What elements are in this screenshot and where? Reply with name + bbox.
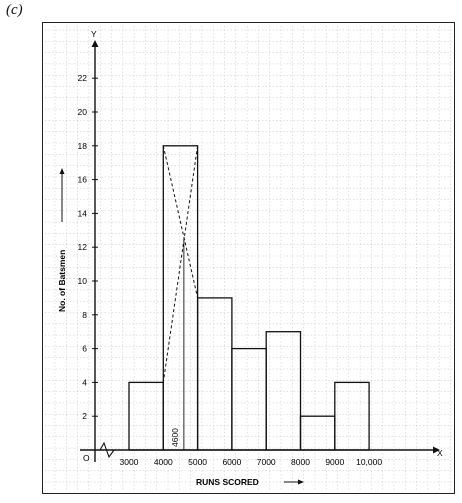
- y-tick-label: 16: [78, 175, 88, 185]
- mode-diagonal-right: [162, 145, 199, 383]
- y-tick-label: 2: [82, 411, 87, 421]
- x-tick-label: 9000: [325, 457, 344, 467]
- x-axis-arrowhead: [433, 446, 440, 454]
- chart-frame: [42, 22, 455, 494]
- mode-diagonal-left: [162, 145, 199, 299]
- y-axis-title-arrowhead: [59, 168, 65, 174]
- x-axis-title-group: RUNS SCORED: [196, 477, 304, 487]
- grid-lines: [45, 26, 452, 490]
- mode-value-label: 4600: [170, 428, 180, 447]
- y-tick-label: 18: [78, 141, 88, 151]
- y-tick-label: 8: [82, 310, 87, 320]
- y-tick-label: 4: [82, 377, 87, 387]
- x-axis-title: RUNS SCORED: [196, 477, 259, 487]
- y-tick-label: 12: [78, 242, 88, 252]
- y-axis-title: No. of Batsmen: [57, 250, 67, 312]
- y-axis-letter: Y: [91, 29, 97, 39]
- x-tick-label: 3000: [120, 457, 139, 467]
- part-label: (c): [6, 2, 23, 18]
- x-tick-label: 5000: [188, 457, 207, 467]
- y-tick-label: 6: [82, 344, 87, 354]
- y-tick-label: 10: [78, 276, 88, 286]
- x-axis-title-arrowhead: [298, 479, 304, 485]
- histogram-bar-6000-7000: [231, 347, 267, 451]
- x-tick-label: 8000: [291, 457, 310, 467]
- y-axis-title-group: No. of Batsmen: [57, 168, 67, 312]
- y-axis-arrowhead: [91, 40, 99, 47]
- y-tick-label: 20: [78, 107, 88, 117]
- mode-construction: [162, 145, 199, 450]
- histogram-bar-9000-10000: [334, 381, 370, 451]
- histogram-bar-8000-9000: [299, 415, 336, 451]
- y-tick-label: 22: [78, 73, 88, 83]
- origin-label: O: [83, 453, 90, 463]
- histogram-bars: [128, 145, 370, 451]
- x-tick-label: 7000: [257, 457, 276, 467]
- x-tick-label: 6000: [222, 457, 241, 467]
- tick-labels: 2 4 6 8 10 12 14 16 18 20 22 3000 4000 5000 6000 7000 80…: [78, 73, 383, 467]
- x-tick-label: 10,000: [356, 457, 382, 467]
- x-tick-label: 4000: [154, 457, 173, 467]
- x-axis-letter: X: [437, 448, 443, 458]
- histogram-bar-7000-8000: [265, 331, 302, 451]
- y-tick-label: 14: [78, 208, 88, 218]
- histogram-bar-5000-6000: [196, 297, 233, 451]
- axis-break-zigzag: [99, 441, 115, 459]
- histogram-bar-4000-5000: [162, 145, 199, 451]
